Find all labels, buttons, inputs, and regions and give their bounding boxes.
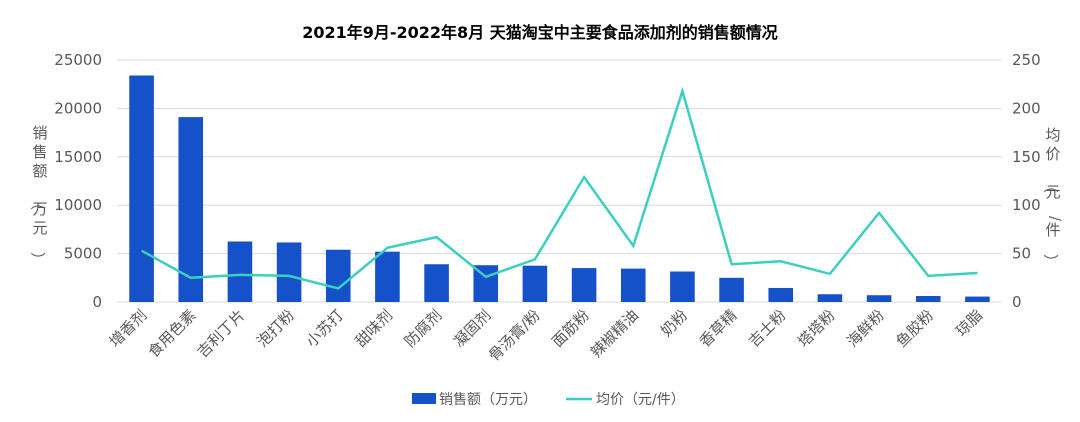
bar xyxy=(817,294,843,302)
bar xyxy=(768,287,794,302)
left-tick-label: 25000 xyxy=(54,51,102,69)
legend-bar-label: 销售额（万元） xyxy=(439,392,537,408)
legend: 销售额（万元） 均价（元/件） xyxy=(412,392,685,408)
left-tick-label: 0 xyxy=(92,293,102,311)
category-label: 防腐剂 xyxy=(401,306,446,351)
category-label: 凝固剂 xyxy=(450,306,495,351)
category-label: 食用色素 xyxy=(144,306,199,361)
bar-series xyxy=(129,75,990,302)
category-label: 吉士粉 xyxy=(745,306,790,351)
right-tick-label: 50 xyxy=(1012,245,1031,263)
left-tick-label: 5000 xyxy=(64,245,102,263)
category-label: 琼脂 xyxy=(952,306,986,340)
bar xyxy=(227,241,253,302)
category-label: 甜味剂 xyxy=(352,306,397,351)
bar xyxy=(178,117,204,302)
left-tick-label: 20000 xyxy=(54,99,102,117)
category-label: 小苏打 xyxy=(303,306,348,351)
category-label: 骨汤膏/粉 xyxy=(485,306,544,365)
bar xyxy=(375,251,400,302)
category-label: 辣椒精油 xyxy=(587,306,642,361)
bar xyxy=(276,242,302,302)
right-tick-label: 150 xyxy=(1012,148,1041,166)
category-label: 奶粉 xyxy=(657,306,691,340)
left-tick-label: 15000 xyxy=(54,148,102,166)
bar xyxy=(424,264,449,302)
category-label: 面筋粉 xyxy=(548,306,593,351)
category-label: 塔塔粉 xyxy=(794,306,839,351)
right-axis-ticks: 0 50 100 150 200 250 xyxy=(1012,51,1041,311)
right-tick-label: 0 xyxy=(1012,293,1022,311)
category-label: 泡打粉 xyxy=(253,306,298,351)
bar xyxy=(522,265,548,302)
bar xyxy=(129,75,154,302)
line-path xyxy=(140,86,978,290)
bar xyxy=(915,295,941,302)
line-series xyxy=(140,86,978,290)
left-axis-title: 销售额（万元） xyxy=(28,124,47,267)
right-tick-label: 200 xyxy=(1012,99,1041,117)
category-label: 增香剂 xyxy=(106,306,151,351)
category-label: 海鲜粉 xyxy=(843,306,888,351)
left-axis-ticks: 0 5000 10000 15000 20000 25000 xyxy=(54,51,102,311)
category-label: 吉利丁片 xyxy=(194,306,249,361)
left-tick-label: 10000 xyxy=(54,196,102,214)
gridlines xyxy=(117,59,1002,303)
bar xyxy=(325,249,351,302)
legend-bar-swatch xyxy=(412,393,436,404)
chart-title: 2021年9月-2022年8月 天猫淘宝中主要食品添加剂的销售额情况 xyxy=(302,23,778,42)
bar xyxy=(670,271,695,302)
right-tick-label: 250 xyxy=(1012,51,1041,69)
axis-title-text: 均价（元/件） xyxy=(1041,126,1064,269)
legend-line-label: 均价（元/件） xyxy=(596,392,685,408)
bar xyxy=(620,268,646,302)
category-label: 鱼胶粉 xyxy=(893,306,938,351)
bar xyxy=(866,295,892,302)
right-axis-title: 均价（元/件） xyxy=(1041,126,1064,269)
axis-title-text: 销售额（万元） xyxy=(28,124,47,267)
bar xyxy=(965,296,990,302)
bar xyxy=(719,277,744,302)
bar xyxy=(571,268,597,302)
right-tick-label: 100 xyxy=(1012,196,1041,214)
category-label: 香草精 xyxy=(696,306,741,351)
